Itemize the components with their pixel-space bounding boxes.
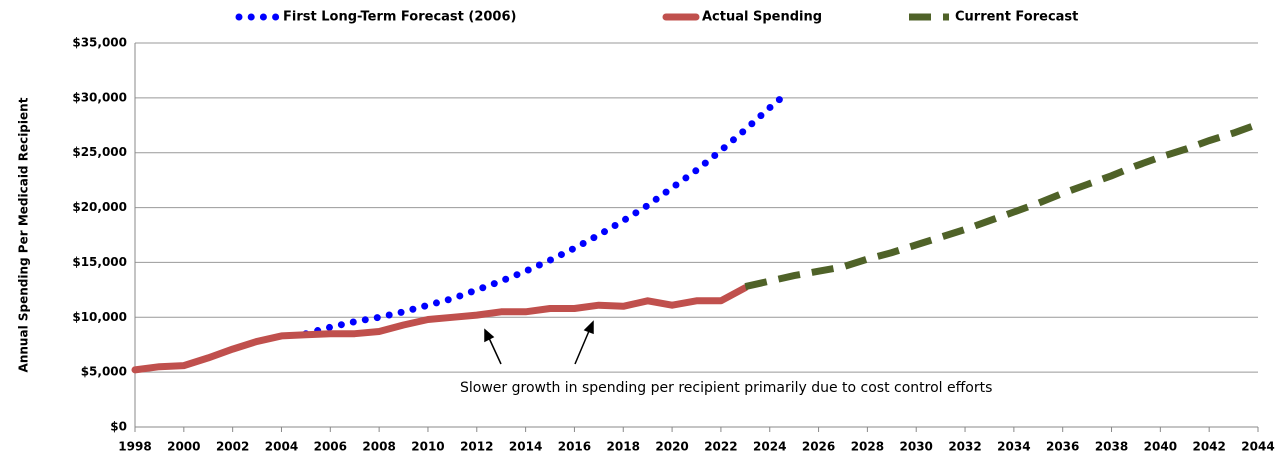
y-tick-label: $0 [110,420,127,434]
annotation: Slower growth in spending per recipient … [460,380,992,396]
x-tick-label: 2024 [753,440,786,454]
x-tick-label: 2026 [802,440,835,454]
x-tick-label: 2022 [704,440,737,454]
x-tick-label: 2016 [558,440,591,454]
x-tick-label: 2042 [1192,440,1225,454]
x-tick-label: 2000 [167,440,200,454]
annotation-arrows [484,320,594,365]
y-tick-label: $5,000 [81,365,127,379]
series-line [302,88,792,338]
x-tick-label: 2036 [1046,440,1079,454]
x-tick-label: 2012 [460,440,493,454]
y-tick-label: $25,000 [72,145,127,159]
legend-label: First Long-Term Forecast (2006) [283,10,516,25]
y-tick-label: $35,000 [72,36,127,50]
y-tick-label: $10,000 [72,310,127,324]
series-line [744,120,1260,291]
legend-label: Actual Spending [702,10,822,25]
x-tick-label: 2008 [362,440,395,454]
x-tick-label: 2040 [1144,440,1177,454]
x-tick-label: 2020 [655,440,688,454]
x-tick-label: 2038 [1095,440,1128,454]
x-tick-label: 2028 [851,440,884,454]
x-tick-label: 2044 [1241,440,1274,454]
x-tick-label: 2032 [948,440,981,454]
y-tick-label: $20,000 [72,200,127,214]
x-tick-label: 2014 [509,440,542,454]
x-tick-label: 2018 [607,440,640,454]
x-tick-label: 2006 [314,440,347,454]
x-tick-label: 2004 [265,440,298,454]
y-tick-label: $15,000 [72,255,127,269]
series-line [131,284,749,374]
x-tick-label: 2002 [216,440,249,454]
x-tick-label: 2010 [411,440,444,454]
y-axis-label: Annual Spending Per Medicaid Recipient [17,97,31,372]
x-tick-label: 2030 [900,440,933,454]
x-tick-label: 2034 [997,440,1030,454]
x-tick-label: 1998 [118,440,151,454]
y-tick-label: $30,000 [72,90,127,104]
legend-label: Current Forecast [955,10,1078,25]
